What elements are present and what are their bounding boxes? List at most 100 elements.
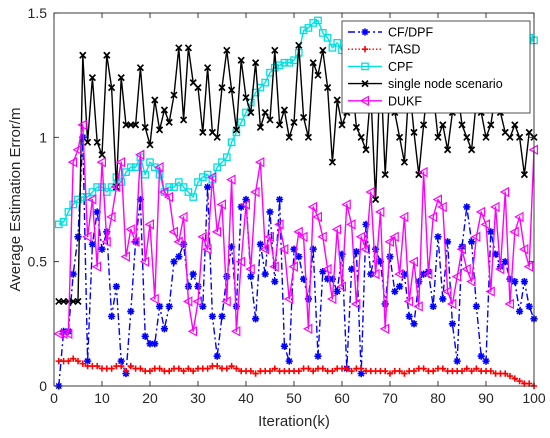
data-point-cf-dpf	[396, 282, 404, 291]
data-point-dukf	[168, 226, 178, 238]
data-point-single-node-scenario	[467, 146, 476, 154]
data-point-cpf	[237, 118, 246, 127]
data-point-dukf	[466, 276, 476, 287]
data-point-cf-dpf	[376, 258, 384, 266]
x-axis-label: Iteration(k)	[258, 413, 330, 430]
data-point-cf-dpf	[520, 277, 528, 286]
data-point-dukf	[418, 166, 428, 178]
data-point-single-node-scenario	[175, 44, 183, 52]
data-point-single-node-scenario	[309, 59, 317, 67]
data-point-tasd	[473, 365, 480, 372]
data-point-cpf	[203, 170, 212, 179]
data-point-single-node-scenario	[515, 133, 524, 141]
data-point-tasd	[305, 365, 312, 372]
data-point-single-node-scenario	[74, 297, 82, 306]
x-tick-label: 90	[478, 390, 494, 406]
data-point-dukf	[130, 236, 140, 247]
data-point-single-node-scenario	[275, 121, 284, 129]
x-tick-label: 80	[430, 390, 446, 406]
data-point-dukf	[221, 296, 231, 307]
data-point-dukf	[398, 211, 409, 223]
data-point-cf-dpf	[386, 253, 394, 261]
data-point-single-node-scenario	[93, 138, 101, 146]
data-point-cf-dpf	[381, 300, 389, 308]
y-axis-label: Average Estimation Error/m	[7, 108, 24, 292]
data-point-dukf	[77, 119, 87, 131]
data-point-dukf	[370, 268, 380, 280]
data-point-dukf	[480, 219, 490, 230]
data-point-dukf	[245, 263, 255, 275]
data-point-cf-dpf	[261, 270, 269, 278]
data-point-tasd	[146, 367, 154, 375]
data-point-cpf	[150, 163, 159, 172]
data-point-cpf	[323, 34, 332, 42]
data-point-tasd	[166, 367, 173, 375]
data-point-dukf	[62, 328, 73, 339]
data-point-dukf	[269, 261, 279, 272]
data-point-dukf	[355, 231, 366, 243]
data-point-cpf	[126, 163, 135, 172]
data-point-tasd	[511, 375, 518, 382]
data-point-dukf	[235, 256, 246, 267]
data-point-dukf	[456, 244, 466, 255]
data-point-single-node-scenario	[299, 113, 308, 122]
legend-label: DUKF	[388, 94, 422, 108]
data-point-dukf	[182, 296, 193, 307]
data-point-tasd	[108, 365, 115, 372]
data-point-cf-dpf	[271, 277, 279, 286]
data-point-cf-dpf	[487, 228, 495, 236]
data-point-tasd	[204, 365, 211, 372]
data-point-tasd	[180, 367, 187, 375]
data-point-dukf	[226, 174, 236, 185]
data-point-single-node-scenario	[338, 121, 346, 129]
data-point-cpf	[184, 188, 193, 196]
data-point-cf-dpf	[180, 240, 188, 248]
data-point-cf-dpf	[117, 357, 125, 365]
data-point-cpf	[131, 163, 140, 172]
data-point-cf-dpf	[482, 357, 490, 365]
data-point-cf-dpf	[468, 238, 476, 246]
data-point-cf-dpf	[300, 275, 308, 283]
data-point-dukf	[72, 144, 82, 155]
data-point-dukf	[379, 323, 390, 335]
data-point-tasd	[420, 365, 427, 372]
data-point-cf-dpf	[506, 275, 514, 283]
data-point-cf-dpf	[237, 203, 245, 211]
data-point-dukf	[120, 251, 130, 262]
data-point-dukf	[413, 301, 423, 312]
data-point-cf-dpf	[146, 340, 154, 348]
data-point-cf-dpf	[434, 233, 442, 241]
x-tick-label: 10	[94, 390, 110, 406]
data-point-single-node-scenario	[319, 46, 327, 54]
data-point-tasd	[223, 365, 230, 372]
data-point-cf-dpf	[228, 243, 236, 251]
data-point-cf-dpf	[328, 275, 336, 283]
data-point-cpf	[69, 200, 78, 209]
data-point-dukf	[67, 156, 78, 168]
data-point-dukf	[250, 186, 260, 198]
legend-label: CPF	[388, 60, 413, 74]
data-point-dukf	[173, 236, 183, 247]
data-point-cpf	[59, 218, 68, 226]
data-point-single-node-scenario	[160, 106, 169, 114]
data-point-dukf	[485, 286, 495, 297]
data-point-cpf	[270, 63, 279, 72]
data-point-cf-dpf	[391, 287, 399, 296]
data-point-dukf	[115, 156, 126, 168]
data-point-cf-dpf	[136, 195, 144, 204]
data-point-dukf	[389, 231, 399, 243]
data-point-dukf	[163, 191, 174, 203]
data-point-single-node-scenario	[151, 96, 159, 104]
data-point-dukf	[446, 298, 457, 310]
data-point-cf-dpf	[405, 312, 413, 320]
data-point-dukf	[202, 244, 212, 255]
data-point-dukf	[322, 263, 332, 275]
data-point-single-node-scenario	[107, 83, 116, 92]
data-point-single-node-scenario	[371, 195, 380, 204]
data-point-cf-dpf	[348, 265, 356, 273]
data-point-tasd	[439, 365, 446, 372]
data-point-cpf	[83, 193, 92, 201]
data-point-tasd	[430, 367, 437, 375]
data-point-cf-dpf	[448, 320, 456, 328]
data-point-cf-dpf	[170, 258, 178, 266]
